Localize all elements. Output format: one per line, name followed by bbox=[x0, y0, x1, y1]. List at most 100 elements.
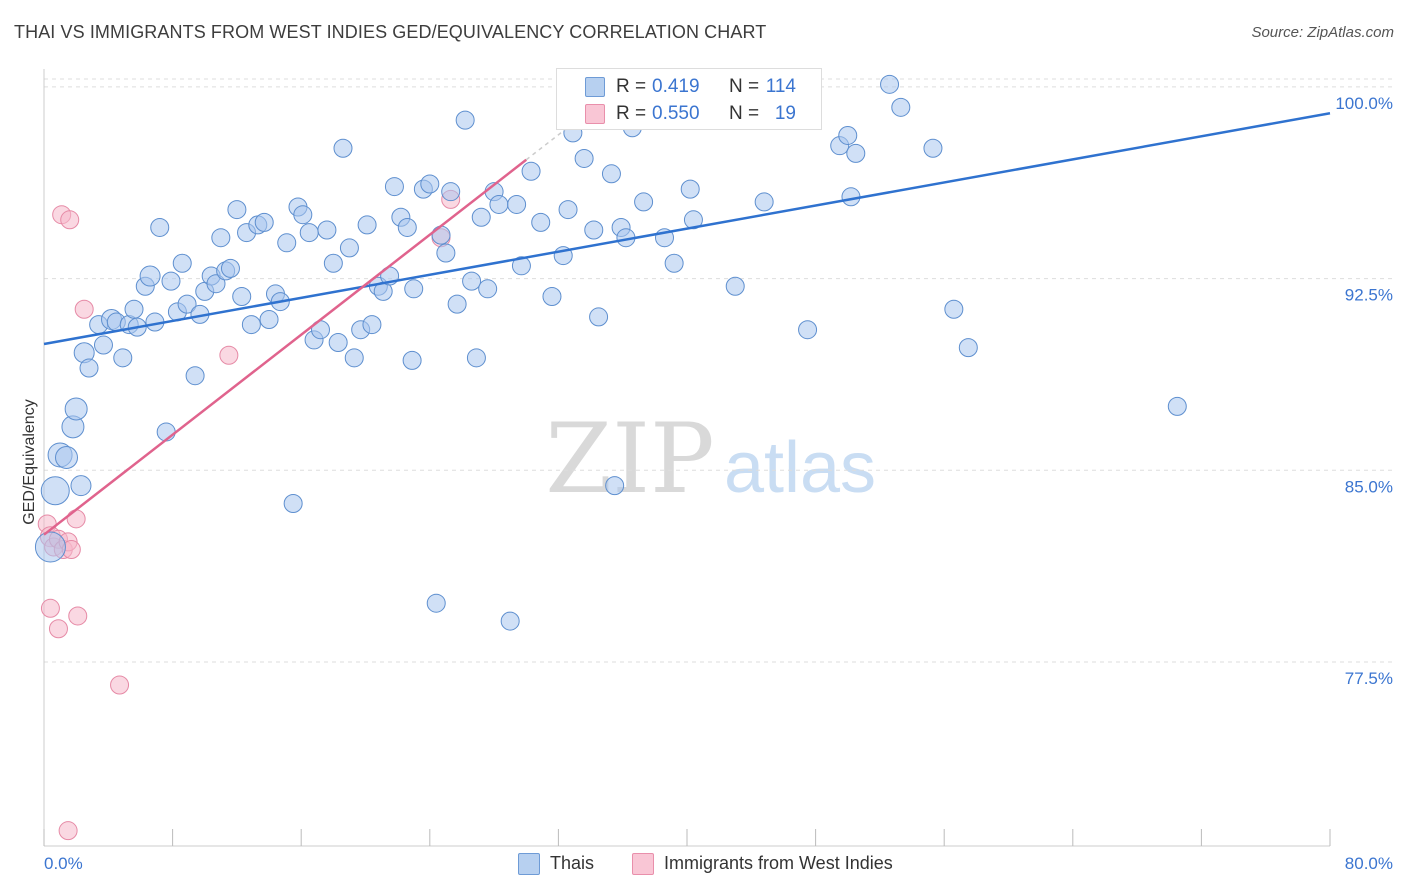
thai-point bbox=[211, 228, 231, 248]
stats-row-west-indies: R = 0.550 N = 19 bbox=[557, 100, 821, 126]
y-tick-label: 100.0% bbox=[1335, 94, 1393, 113]
thai-point bbox=[254, 212, 274, 232]
west-indies-point bbox=[58, 821, 78, 841]
thai-point bbox=[40, 476, 70, 506]
thai-point bbox=[880, 74, 900, 94]
thai-point bbox=[601, 164, 621, 184]
source-label: Source: ZipAtlas.com bbox=[1251, 24, 1394, 41]
thai-point bbox=[93, 335, 113, 355]
west-indies-point bbox=[66, 509, 86, 529]
stats-row-thai: R = 0.419 N = 114 bbox=[557, 73, 821, 99]
thai-point bbox=[471, 207, 491, 227]
thai-point bbox=[317, 220, 337, 240]
thai-points bbox=[34, 74, 1187, 631]
west-indies-point bbox=[40, 598, 60, 618]
thai-point bbox=[34, 531, 66, 563]
thai-point bbox=[113, 348, 133, 368]
axes bbox=[43, 69, 1331, 847]
thai-point bbox=[462, 271, 482, 291]
thai-point bbox=[220, 258, 240, 278]
thai-point bbox=[846, 143, 866, 163]
thai-point bbox=[277, 233, 297, 253]
thai-swatch bbox=[585, 77, 605, 97]
thai-point bbox=[838, 125, 858, 145]
thai-point bbox=[357, 215, 377, 235]
thai-point bbox=[664, 253, 684, 273]
thai-point bbox=[891, 97, 911, 117]
west-indies-point bbox=[68, 606, 88, 626]
watermark-zip: ZIP bbox=[545, 403, 714, 515]
thai-point bbox=[139, 265, 161, 287]
thai-point bbox=[511, 256, 531, 276]
grid-lines bbox=[44, 78, 1393, 663]
thai-point bbox=[923, 138, 943, 158]
thai-point bbox=[328, 332, 348, 352]
thai-point bbox=[55, 446, 79, 469]
thai-point bbox=[558, 200, 578, 220]
legend-west-indies-swatch bbox=[632, 853, 654, 875]
thai-point bbox=[299, 223, 319, 243]
thai-point bbox=[293, 205, 313, 225]
thai-point bbox=[259, 309, 279, 329]
thai-point bbox=[344, 348, 364, 368]
thai-point bbox=[478, 279, 498, 299]
thai-point bbox=[680, 179, 700, 199]
thai-point bbox=[542, 286, 562, 306]
legend-thai-swatch bbox=[518, 853, 540, 875]
y-tick-label: 85.0% bbox=[1345, 477, 1393, 496]
thai-point bbox=[241, 315, 261, 335]
thai-point bbox=[402, 350, 422, 370]
west-indies-n-label: N = bbox=[729, 103, 760, 124]
thai-point bbox=[958, 338, 978, 358]
west-indies-point bbox=[74, 299, 94, 319]
thai-point bbox=[531, 212, 551, 232]
x-tick-label-min: 0.0% bbox=[44, 854, 83, 873]
thai-point bbox=[466, 348, 486, 368]
thai-point bbox=[447, 294, 467, 314]
thai-point bbox=[384, 177, 404, 197]
legend-west-indies-label: Immigrants from West Indies bbox=[664, 853, 893, 873]
thai-point bbox=[634, 192, 654, 212]
west-indies-n-value: 19 bbox=[774, 103, 796, 124]
legend-thai-label: Thais bbox=[550, 853, 595, 873]
thai-n-value: 114 bbox=[765, 76, 796, 97]
thai-point bbox=[64, 397, 88, 421]
y-tick-label: 77.5% bbox=[1345, 669, 1393, 688]
west-indies-r-value: 0.550 bbox=[652, 103, 700, 124]
west-indies-points bbox=[37, 189, 461, 841]
thai-point bbox=[683, 210, 703, 230]
thai-point bbox=[489, 194, 509, 214]
thai-r-value: 0.419 bbox=[652, 76, 700, 97]
thai-point bbox=[70, 475, 92, 497]
west-indies-point bbox=[60, 210, 80, 230]
thai-point bbox=[436, 243, 456, 263]
west-indies-point bbox=[110, 675, 130, 695]
thai-point bbox=[333, 138, 353, 158]
west-indies-point bbox=[219, 345, 239, 365]
thai-point bbox=[574, 148, 594, 168]
thai-point bbox=[500, 611, 520, 631]
thai-point bbox=[426, 593, 446, 613]
thai-point bbox=[172, 253, 192, 273]
west-indies-swatch bbox=[585, 104, 605, 124]
thai-point bbox=[232, 286, 252, 306]
thai-point bbox=[185, 366, 205, 386]
thai-point bbox=[339, 238, 359, 258]
thai-point bbox=[227, 200, 247, 220]
thai-r-label: R = bbox=[616, 76, 647, 97]
thai-point bbox=[455, 110, 475, 130]
watermark-atlas: atlas bbox=[724, 428, 876, 508]
thai-point bbox=[362, 315, 382, 335]
thai-point bbox=[441, 182, 461, 202]
thai-point bbox=[507, 194, 527, 214]
thai-point bbox=[754, 192, 774, 212]
west-indies-r-label: R = bbox=[616, 103, 647, 124]
west-indies-trend-line bbox=[43, 158, 528, 536]
thai-point bbox=[944, 299, 964, 319]
thai-point bbox=[283, 494, 303, 514]
thai-point bbox=[404, 279, 424, 299]
thai-point bbox=[124, 299, 144, 319]
thai-point bbox=[1167, 396, 1187, 416]
y-tick-label: 92.5% bbox=[1345, 286, 1393, 305]
